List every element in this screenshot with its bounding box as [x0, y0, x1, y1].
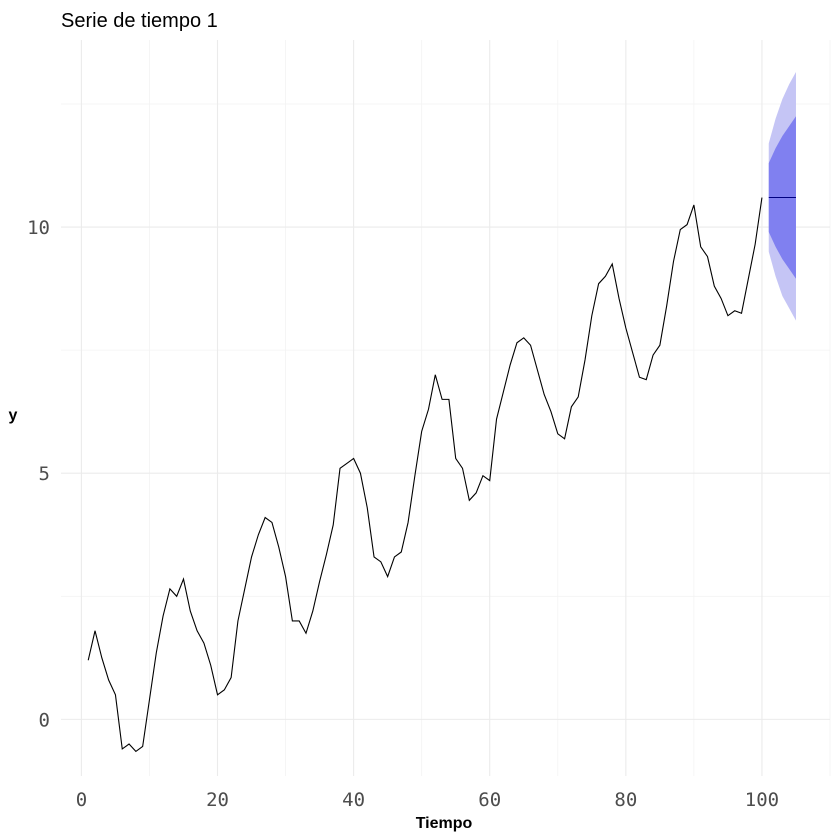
- grid-major: [61, 40, 830, 776]
- y-tick-label: 0: [39, 709, 50, 731]
- x-axis-ticks: 0 20 40 60 80 100: [76, 789, 779, 811]
- x-tick-label: 80: [614, 789, 637, 811]
- series-lines: [87, 197, 796, 753]
- y-tick-label: 10: [27, 217, 50, 239]
- grid-minor: [61, 40, 831, 776]
- y-axis-ticks: 0 5 10: [27, 217, 50, 731]
- x-tick-label: 0: [76, 789, 87, 811]
- x-tick-label: 20: [206, 789, 229, 811]
- x-tick-label: 40: [342, 789, 365, 811]
- series-line: [87, 197, 763, 753]
- chart-title: Serie de tiempo 1: [61, 10, 218, 32]
- x-tick-label: 60: [478, 789, 501, 811]
- x-axis-title: Tiempo: [416, 815, 473, 832]
- y-axis-title: y: [9, 407, 18, 424]
- x-tick-label: 100: [745, 789, 779, 811]
- forecast-bands: [768, 72, 796, 321]
- y-tick-label: 5: [39, 463, 50, 485]
